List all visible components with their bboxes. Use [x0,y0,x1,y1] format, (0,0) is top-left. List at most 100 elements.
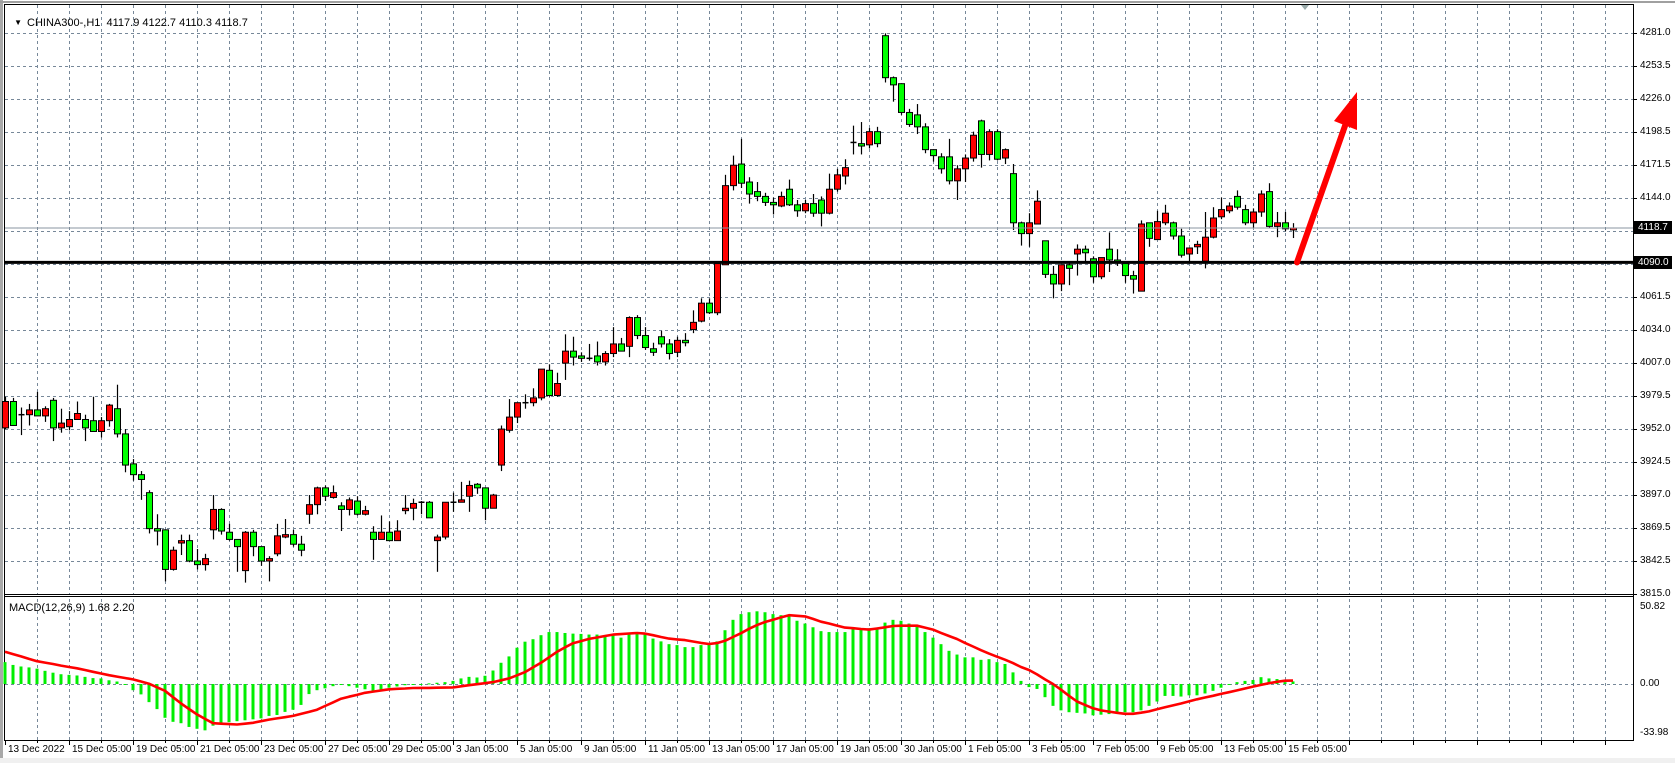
candle [258,546,265,566]
macd-histogram-bar [555,632,559,684]
macd-histogram-bar [643,634,647,684]
chart-header[interactable]: ▼ CHINA300-,H1 4117.9 4122.7 4110.3 4118.… [8,5,248,29]
candle [1002,148,1009,165]
macd-axis-label: -33.98 [1640,727,1669,738]
candle [370,526,377,560]
candle [498,425,505,472]
candle-body [338,505,345,510]
candle-body [498,428,505,466]
macd-histogram-bar [1115,684,1119,713]
candle [10,397,17,426]
candle-body [1154,221,1161,241]
candle [226,523,233,541]
candle-body [194,560,201,566]
candle [890,76,897,102]
macd-histogram-bar [1219,684,1223,688]
macd-histogram-bar [803,623,807,684]
time-axis-label: 17 Jan 05:00 [776,744,834,755]
window-frame-bottom [0,758,1675,763]
candle [354,496,361,516]
price-axis-label: 3842.5 [1640,555,1671,567]
grid [0,1,1675,745]
candle-body [610,343,617,355]
candle [66,411,73,431]
macd-histogram-bar [1083,684,1087,714]
candle [130,459,137,481]
price-axis-label: 3924.5 [1640,456,1671,468]
macd-histogram-bar [1283,682,1287,684]
candle [306,495,313,524]
candle [154,514,161,546]
candle [690,310,697,334]
candle [842,159,849,185]
candle-body [1226,205,1233,212]
candle [914,104,921,135]
macd-histogram-bar [731,619,735,684]
macd-histogram-bar [659,641,663,684]
candle-body [842,167,849,177]
candle [762,192,769,207]
macd-histogram-bar [147,684,151,703]
macd-histogram-bar [155,684,159,710]
candle-body [746,181,753,195]
macd-histogram-bar [515,647,519,684]
candle-body [770,201,777,206]
macd-histogram-bar [899,620,903,684]
macd-histogram-bar [699,645,703,684]
macd-histogram-bar [1259,677,1263,684]
candle-body [378,531,385,540]
candle-body [1218,209,1225,218]
triangle-down-icon[interactable]: ▼ [14,18,23,27]
macd-histogram-bar [1091,684,1095,716]
candle-body [442,501,449,538]
candle [778,191,785,208]
candle [962,154,969,183]
macd-histogram-bar [235,684,239,722]
candle-body [754,191,761,197]
macd-histogram-bar [819,631,823,684]
candle [202,553,209,571]
macd-indicator-label[interactable]: MACD(12,26,9) 1.68 2.20 [9,602,135,614]
candle [682,333,689,347]
macd-histogram-bar [1059,684,1063,711]
macd-histogram-bar [131,684,135,691]
candle-body [722,185,729,266]
candle-body [34,409,41,417]
macd-histogram-bar [1107,684,1111,715]
macd-histogram-bar [779,615,783,684]
candle [506,399,513,433]
time-axis-label: 3 Jan 05:00 [456,744,509,755]
candle [650,342,657,356]
candle [770,197,777,215]
candle-body [1042,240,1049,275]
time-axis-label: 13 Dec 2022 [8,744,65,755]
macd-histogram-bar [1179,684,1183,697]
candle-body [1010,173,1017,224]
candle-body [1050,273,1057,285]
candle-body [858,143,865,147]
candle-body [514,402,521,418]
macd-histogram-bar [347,684,351,687]
candle-body [298,543,305,551]
macd-histogram-bar [859,628,863,684]
candle-body [1130,275,1137,280]
macd-histogram-bar [219,684,223,724]
macd-histogram-bar [419,684,423,685]
candle-body [970,134,977,159]
candle-body [394,530,401,542]
macd-histogram-bar [571,633,575,684]
candle [394,520,401,542]
candle [1218,197,1225,220]
macd-axis-label: 50.82 [1640,601,1666,612]
candle-body [738,163,745,184]
candle [698,298,705,323]
macd-histogram-bar [539,635,543,684]
candle-body [258,546,265,562]
candle [1226,202,1233,214]
candle-body [1098,257,1105,278]
macd-histogram-bar [307,684,311,695]
candle-body [130,463,137,476]
candle-body [1274,222,1281,227]
candle [1034,190,1041,225]
